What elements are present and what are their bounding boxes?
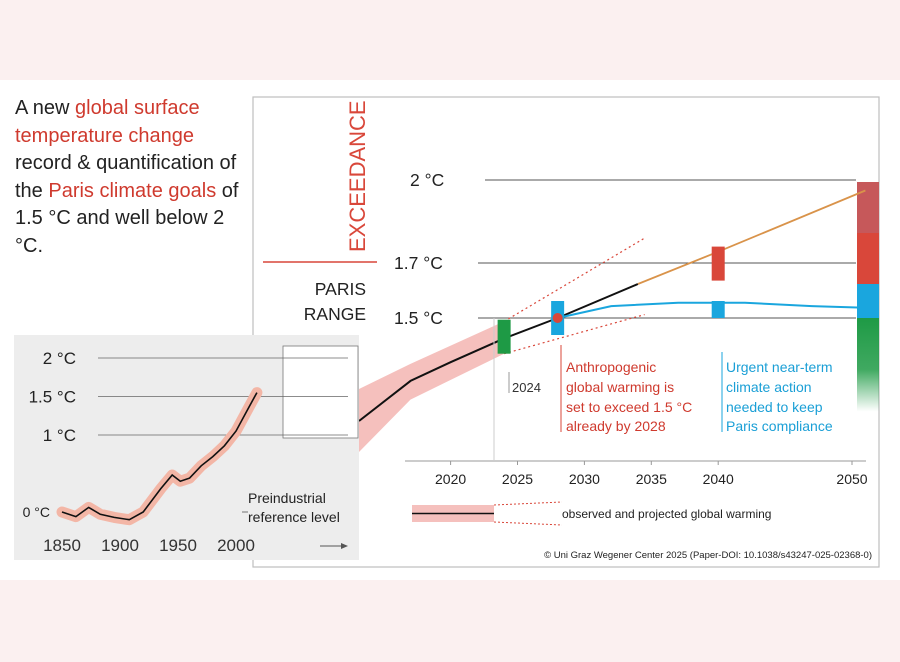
paris-range-label-1: PARIS xyxy=(315,279,366,299)
legend-dotted-lower xyxy=(493,521,563,526)
inset-gridlines: 0 °C 1 °C 1.5 °C 2 °C xyxy=(23,349,348,520)
paris-compliant-line xyxy=(557,301,866,319)
x-tick-label: 2030 xyxy=(569,471,600,487)
side-bar-segment xyxy=(857,318,879,412)
legend: observed and projected global warming xyxy=(412,501,771,526)
side-color-bar xyxy=(857,182,879,412)
inset-x-ticks: 1850 1900 1950 2000 xyxy=(43,536,255,555)
headline-text-1: A new xyxy=(15,97,76,119)
anthropogenic-line-1: Anthropogenic xyxy=(566,359,656,375)
x-tick-label: 2020 xyxy=(435,471,466,487)
inset-x-tick-label: 1900 xyxy=(101,536,139,555)
urgent-line-3: needed to keep xyxy=(726,399,823,415)
upper-envelope xyxy=(503,237,645,322)
x-tick-label: 2040 xyxy=(703,471,734,487)
ref-label-2c: 2 °C xyxy=(410,170,444,190)
headline: A new global surface temperature change … xyxy=(15,95,250,260)
headline-text-3: of 1.5 °C and well below 2 °C. xyxy=(15,179,239,257)
inset-temperature-line xyxy=(61,392,258,521)
paris-range-label-2: RANGE xyxy=(304,304,366,324)
credit-line: © Uni Graz Wegener Center 2025 (Paper-DO… xyxy=(544,550,872,561)
anthropogenic-line-4: already by 2028 xyxy=(566,418,666,434)
x-tick-label: 2050 xyxy=(836,471,867,487)
year-2024-label: 2024 xyxy=(512,380,541,395)
inset-x-tick-label: 2000 xyxy=(217,536,255,555)
reference-label-2: reference level xyxy=(248,509,340,525)
observed-warming-line xyxy=(358,283,639,422)
urgent-line-1: Urgent near-term xyxy=(726,359,833,375)
ref-label-1p5c: 1.5 °C xyxy=(394,308,443,328)
range-marker xyxy=(711,246,725,281)
inset-zoom-box xyxy=(282,345,359,439)
inset-y-tick-label: 1.5 °C xyxy=(29,388,76,407)
ref-label-1p7c: 1.7 °C xyxy=(394,253,443,273)
exceedance-label: EXCEEDANCE xyxy=(345,100,370,252)
range-marker xyxy=(497,319,511,354)
urgent-line-4: Paris compliance xyxy=(726,418,833,434)
anthropogenic-line-3: set to exceed 1.5 °C xyxy=(566,399,692,415)
side-bar-segment xyxy=(857,233,879,284)
marker-layer xyxy=(497,246,725,354)
urgent-line-2: climate action xyxy=(726,379,812,395)
anthropogenic-line-2: global warming is xyxy=(566,379,674,395)
x-tick-label: 2025 xyxy=(502,471,533,487)
inset-y-tick-label: 0 °C xyxy=(23,504,50,520)
inset-x-tick-label: 1850 xyxy=(43,536,81,555)
side-bar-segment xyxy=(857,182,879,233)
inset-chart: 0 °C 1 °C 1.5 °C 2 °C 1850 1900 1950 2000 Prei… xyxy=(14,335,359,560)
legend-label: observed and projected global warming xyxy=(562,507,771,521)
uncertainty-band xyxy=(359,321,505,452)
inset-y-tick-label: 1 °C xyxy=(43,426,76,445)
arrow-right-icon xyxy=(341,543,348,549)
lower-envelope xyxy=(503,314,645,355)
inset-series-layer xyxy=(61,392,258,521)
x-tick-label: 2035 xyxy=(636,471,667,487)
headline-highlight-1: global surface temperature change xyxy=(15,97,200,147)
side-bar-segment xyxy=(857,284,879,318)
legend-dotted-upper xyxy=(493,501,563,506)
reference-label-1: Preindustrial xyxy=(248,490,326,506)
headline-text-2: record & quantification of the xyxy=(15,152,237,202)
main-x-ticks: 2020 2025 2030 2035 2040 2050 xyxy=(435,461,868,487)
range-marker xyxy=(711,301,725,318)
inset-y-tick-label: 2 °C xyxy=(43,349,76,368)
headline-highlight-2: Paris climate goals xyxy=(48,179,217,202)
projection-line xyxy=(637,189,866,285)
inset-x-tick-label: 1950 xyxy=(159,536,197,555)
crossing-point xyxy=(552,313,563,323)
